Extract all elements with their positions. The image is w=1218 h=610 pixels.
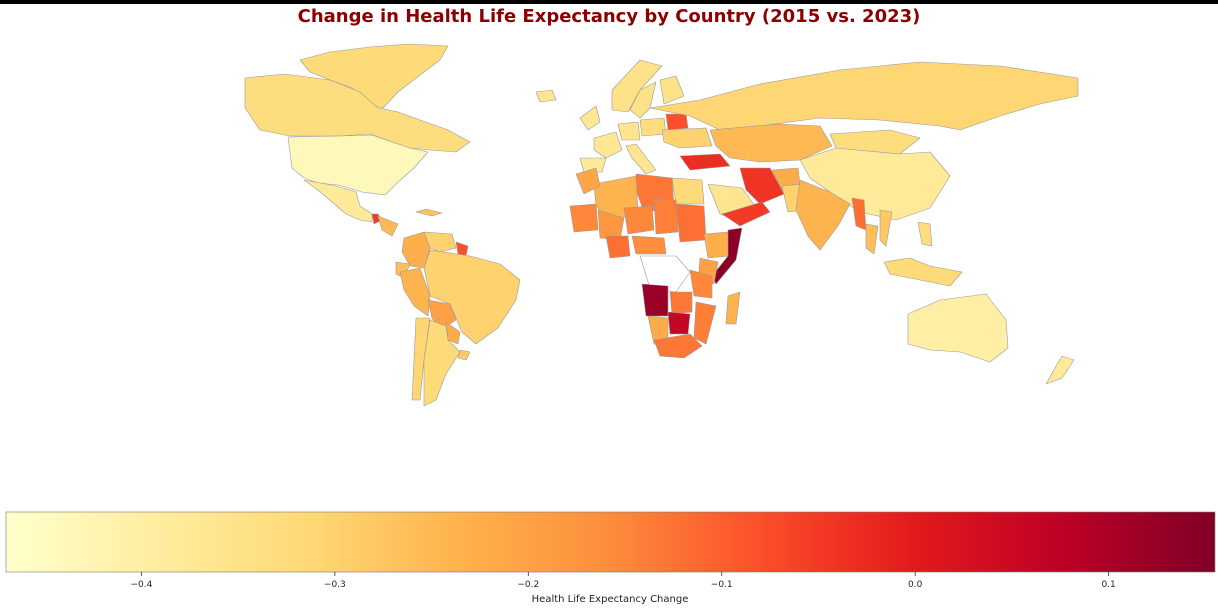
country-mauritania	[569, 203, 599, 233]
country-central-african-republic	[631, 235, 667, 255]
country-dr-congo	[639, 255, 691, 293]
country-argentina	[423, 319, 461, 407]
country-morocco	[575, 167, 601, 195]
country-uruguay	[457, 349, 471, 361]
country-germany	[617, 121, 641, 141]
country-madagascar	[725, 291, 741, 325]
country-chile	[411, 317, 431, 401]
country-somalia	[711, 227, 743, 285]
country-myanmar	[851, 197, 867, 231]
country-france	[593, 131, 623, 159]
country-finland	[659, 75, 685, 105]
country-nigeria	[605, 235, 631, 259]
country-india	[795, 179, 851, 251]
country-yemen	[721, 201, 771, 227]
colorbar-tick-label: −0.1	[711, 580, 733, 590]
country-italy	[625, 143, 657, 175]
country-niger	[623, 205, 655, 235]
colorbar-ticks: −0.4 −0.3 −0.2 −0.1 0.0 0.1	[130, 572, 1116, 590]
country-canada	[244, 73, 471, 153]
country-united-kingdom	[579, 105, 601, 131]
country-indonesia	[883, 257, 963, 287]
colorbar-tick-label: −0.3	[324, 580, 346, 590]
country-china	[799, 147, 951, 221]
country-mozambique	[693, 301, 717, 345]
country-peru	[399, 267, 431, 317]
country-iceland	[535, 89, 557, 103]
country-honduras	[377, 215, 399, 237]
country-venezuela	[423, 231, 457, 253]
country-turkey	[679, 153, 731, 171]
country-mexico	[303, 179, 373, 223]
country-australia	[907, 293, 1009, 363]
colorbar-gradient	[5, 511, 1216, 573]
country-iran	[739, 167, 785, 205]
country-poland	[639, 117, 667, 137]
country-ethiopia	[703, 231, 731, 259]
country-belarus	[665, 113, 689, 131]
colorbar-label: Health Life Expectancy Change	[532, 594, 689, 605]
map-title: Change in Health Life Expectancy by Coun…	[297, 6, 921, 27]
colorbar-tick-label: 0.0	[908, 580, 923, 590]
country-botswana	[667, 311, 691, 335]
country-south-africa	[653, 333, 703, 359]
country-ukraine	[661, 127, 713, 149]
world-map	[244, 43, 1079, 407]
country-russia	[649, 61, 1079, 131]
colorbar-tick-label: −0.4	[130, 580, 152, 590]
colorbar-tick-label: 0.1	[1101, 580, 1115, 590]
country-brazil	[423, 249, 521, 345]
country-philippines	[917, 221, 933, 247]
country-egypt	[671, 177, 705, 205]
country-cuba	[415, 208, 443, 217]
country-spain	[579, 157, 607, 173]
top-border	[0, 0, 1218, 4]
country-sudan	[675, 203, 707, 243]
country-vietnam	[879, 209, 893, 247]
country-thailand	[865, 223, 879, 255]
country-zambia	[669, 291, 693, 315]
country-united-states	[287, 134, 429, 196]
country-sweden	[629, 81, 657, 119]
country-angola	[641, 283, 669, 317]
colorbar-tick-label: −0.2	[517, 580, 539, 590]
country-new-zealand	[1045, 355, 1075, 385]
country-tanzania	[689, 269, 713, 299]
country-chad	[653, 197, 679, 235]
